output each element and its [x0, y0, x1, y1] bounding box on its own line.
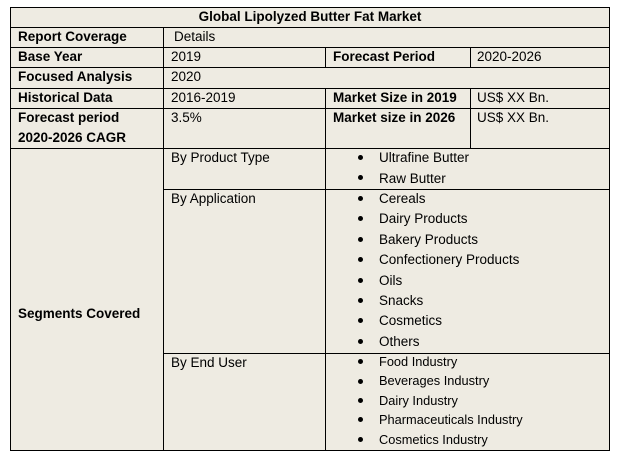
divider [470, 47, 471, 68]
segment-list-item: Food Industry [358, 354, 457, 369]
segment-group-name: By End User [171, 355, 247, 370]
segment-item-label: Others [379, 333, 420, 349]
bullet-icon [358, 175, 363, 181]
bullet-icon [358, 154, 363, 160]
segment-list-item: Beverages Industry [358, 373, 489, 388]
divider [10, 67, 610, 68]
segment-item-label: Oils [379, 272, 403, 288]
segment-list-item: Cosmetics [358, 313, 442, 328]
divider [470, 88, 471, 148]
bullet-icon [358, 378, 363, 384]
bullet-icon [358, 318, 363, 324]
bullet-icon [358, 236, 363, 242]
report-coverage-label: Report Coverage [18, 29, 127, 44]
divider [325, 88, 326, 451]
report-coverage-value: Details [174, 29, 216, 44]
divider [163, 27, 164, 451]
segment-item-label: Food Industry [379, 354, 458, 369]
segment-item-label: Dairy Products [379, 211, 468, 227]
bullet-icon [358, 297, 363, 303]
segment-group-name: By Product Type [171, 150, 270, 165]
market-size-2019-label: Market Size in 2019 [333, 90, 457, 105]
segment-list-item: Snacks [358, 293, 423, 308]
bullet-icon [358, 257, 363, 263]
bullet-icon [358, 436, 363, 442]
table-title: Global Lipolyzed Butter Fat Market [198, 9, 422, 24]
divider [10, 27, 610, 28]
segment-item-label: Beverages Industry [379, 373, 490, 389]
segment-item-label: Cosmetics Industry [379, 431, 488, 447]
segment-list-item: Bakery Products [358, 232, 478, 247]
focused-analysis-label: Focused Analysis [18, 69, 133, 84]
segment-list-item: Confectionery Products [358, 252, 519, 267]
market-size-2026-value: US$ XX Bn. [477, 110, 550, 125]
segment-list-item: Cereals [358, 191, 426, 206]
historical-data-value: 2016-2019 [171, 90, 236, 105]
market-table [10, 7, 610, 451]
bullet-icon [358, 277, 363, 283]
bullet-icon [358, 338, 363, 344]
base-year-value: 2019 [171, 49, 202, 64]
forecast-cagr-value: 3.5% [171, 110, 202, 125]
market-size-2019-value: US$ XX Bn. [477, 90, 550, 105]
segment-item-label: Dairy Industry [379, 392, 458, 408]
segments-covered-label: Segments Covered [18, 306, 141, 321]
segment-list-item: Others [358, 334, 420, 349]
segment-item-label: Confectionery Products [379, 252, 520, 268]
segment-group-name: By Application [171, 191, 256, 206]
segment-item-label: Cosmetics [379, 313, 443, 329]
divider [10, 108, 610, 109]
segment-item-label: Snacks [379, 293, 424, 308]
segment-item-label: Cereals [379, 191, 426, 206]
bullet-icon [358, 359, 363, 365]
base-year-label: Base Year [18, 49, 83, 64]
forecast-cagr-label-line2: 2020-2026 CAGR [18, 130, 127, 145]
bullet-icon [358, 397, 363, 403]
segment-item-label: Pharmaceuticals Industry [379, 412, 523, 428]
divider [325, 47, 326, 68]
segment-list-item: Dairy Products [358, 211, 468, 226]
divider [10, 148, 610, 149]
segment-item-label: Bakery Products [379, 231, 479, 247]
segment-list-item: Raw Butter [358, 171, 446, 186]
forecast-period-label: Forecast Period [333, 49, 436, 64]
focused-analysis-value: 2020 [171, 69, 202, 84]
bullet-icon [358, 417, 363, 423]
divider [10, 88, 610, 89]
segment-list-item: Dairy Industry [358, 393, 458, 408]
segment-item-label: Raw Butter [379, 170, 446, 186]
divider [163, 353, 610, 354]
segment-list-item: Pharmaceuticals Industry [358, 412, 523, 427]
forecast-cagr-label-line1: Forecast period [18, 110, 120, 125]
market-size-2026-label: Market size in 2026 [333, 110, 456, 125]
bullet-icon [358, 195, 363, 201]
forecast-period-value: 2020-2026 [477, 49, 542, 64]
historical-data-label: Historical Data [18, 90, 113, 105]
segment-list-item: Ultrafine Butter [358, 150, 469, 165]
segment-list-item: Cosmetics Industry [358, 432, 488, 447]
bullet-icon [358, 216, 363, 222]
divider [10, 47, 610, 48]
segment-item-label: Ultrafine Butter [379, 150, 470, 165]
segment-list-item: Oils [358, 273, 402, 288]
divider [163, 189, 610, 190]
